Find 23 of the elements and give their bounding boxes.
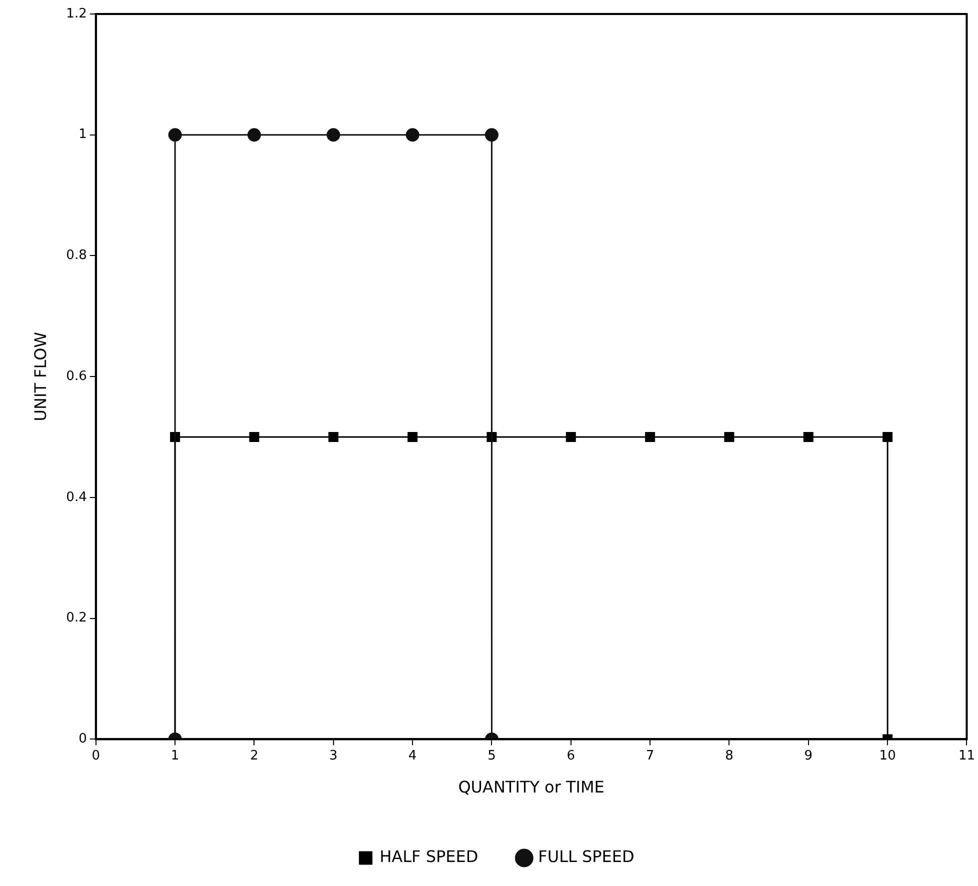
x-tick-label: 7 bbox=[646, 748, 654, 764]
y-tick-label: 0.2 bbox=[66, 610, 87, 626]
x-tick-label: 3 bbox=[329, 748, 338, 764]
y-tick-label: 1.2 bbox=[66, 6, 87, 22]
x-tick-label: 9 bbox=[804, 748, 813, 764]
x-tick-label: 10 bbox=[879, 748, 896, 764]
x-tick-label: 6 bbox=[566, 748, 576, 764]
x-tick-label: 11 bbox=[958, 748, 975, 764]
y-tick-label: 0.8 bbox=[66, 248, 87, 264]
y-tick-label: 0.4 bbox=[66, 490, 87, 505]
x-tick-label: 5 bbox=[488, 748, 496, 764]
x-axis-title: QUANTITY or TIME bbox=[458, 778, 604, 797]
x-tick-label: 1 bbox=[170, 748, 180, 764]
y-tick-label: 0 bbox=[78, 732, 87, 747]
x-tick-label: 0 bbox=[92, 748, 100, 764]
y-tick-label: 0.6 bbox=[66, 368, 87, 384]
y-tick-label: 1 bbox=[78, 127, 87, 142]
x-tick-label: 8 bbox=[725, 748, 734, 764]
y-axis-title: UNIT FLOW bbox=[30, 332, 50, 422]
x-tick-label: 4 bbox=[408, 748, 417, 764]
legend-label: FULL SPEED bbox=[538, 847, 634, 866]
x-tick-label: 2 bbox=[250, 748, 258, 764]
legend-label: HALF SPEED bbox=[380, 847, 478, 866]
